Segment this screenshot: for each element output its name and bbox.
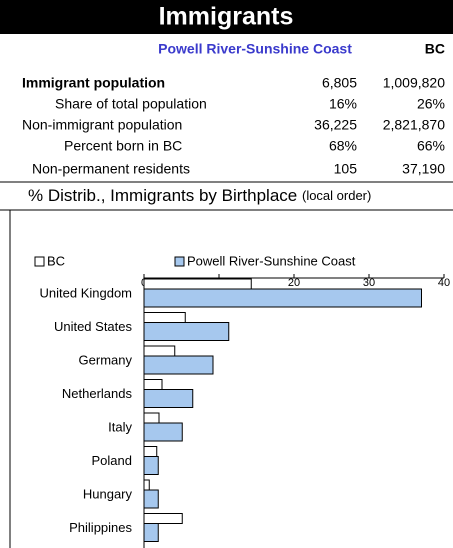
bar (143, 379, 163, 390)
bar (143, 389, 194, 408)
column-header: BC (425, 41, 445, 57)
bar (143, 479, 150, 491)
bar (143, 523, 159, 542)
cell: 36,225 (314, 117, 357, 133)
bar (143, 446, 158, 457)
bar (143, 345, 176, 357)
legend-swatch (34, 256, 45, 267)
row-label: Non-immigrant population (22, 117, 182, 133)
x-tick-label: 30 (363, 277, 375, 289)
y-tick-label: Poland (92, 453, 132, 468)
legend-label: BC (47, 253, 65, 268)
section-title-text: % Distrib., Immigrants by Birthplace (28, 186, 297, 205)
legend-label: Powell River-Sunshine Coast (187, 253, 356, 268)
cell: 6,805 (322, 75, 357, 91)
section-title: % Distrib., Immigrants by Birthplace (lo… (28, 186, 371, 205)
row-label: Percent born in BC (64, 138, 182, 154)
row-label: Non-permanent residents (32, 161, 190, 177)
bar (143, 422, 183, 442)
cell: 1,009,820 (383, 75, 445, 91)
cell: 16% (329, 96, 357, 112)
y-tick-label: Italy (108, 419, 132, 434)
bar (143, 278, 252, 290)
y-tick-label: United Kingdom (40, 285, 133, 300)
x-tick-label: 40 (438, 277, 450, 289)
y-tick-label: Hungary (83, 486, 133, 501)
bar (143, 355, 214, 375)
legend-swatch (174, 256, 185, 267)
section-note: (local order) (302, 188, 371, 203)
header-bar (0, 0, 453, 34)
bar (143, 513, 183, 524)
y-tick-label: Netherlands (62, 386, 133, 401)
bar (143, 312, 186, 323)
bar (143, 489, 159, 509)
cell: 105 (334, 161, 358, 177)
bar (143, 412, 160, 424)
row-label: Share of total population (55, 96, 207, 112)
y-tick-label: Germany (79, 352, 133, 367)
cell: 37,190 (402, 161, 445, 177)
bar (143, 288, 422, 308)
header-title: Immigrants (159, 3, 294, 31)
bar (143, 322, 230, 341)
cell: 66% (417, 138, 445, 154)
cell: 26% (417, 96, 445, 112)
y-tick-label: Philippines (69, 520, 132, 535)
cell: 68% (329, 138, 357, 154)
y-tick-label: United States (54, 319, 133, 334)
column-header: Powell River-Sunshine Coast (158, 41, 352, 57)
row-label: Immigrant population (22, 75, 165, 91)
x-tick-label: 20 (288, 277, 300, 289)
bar (143, 456, 159, 475)
cell: 2,821,870 (383, 117, 445, 133)
